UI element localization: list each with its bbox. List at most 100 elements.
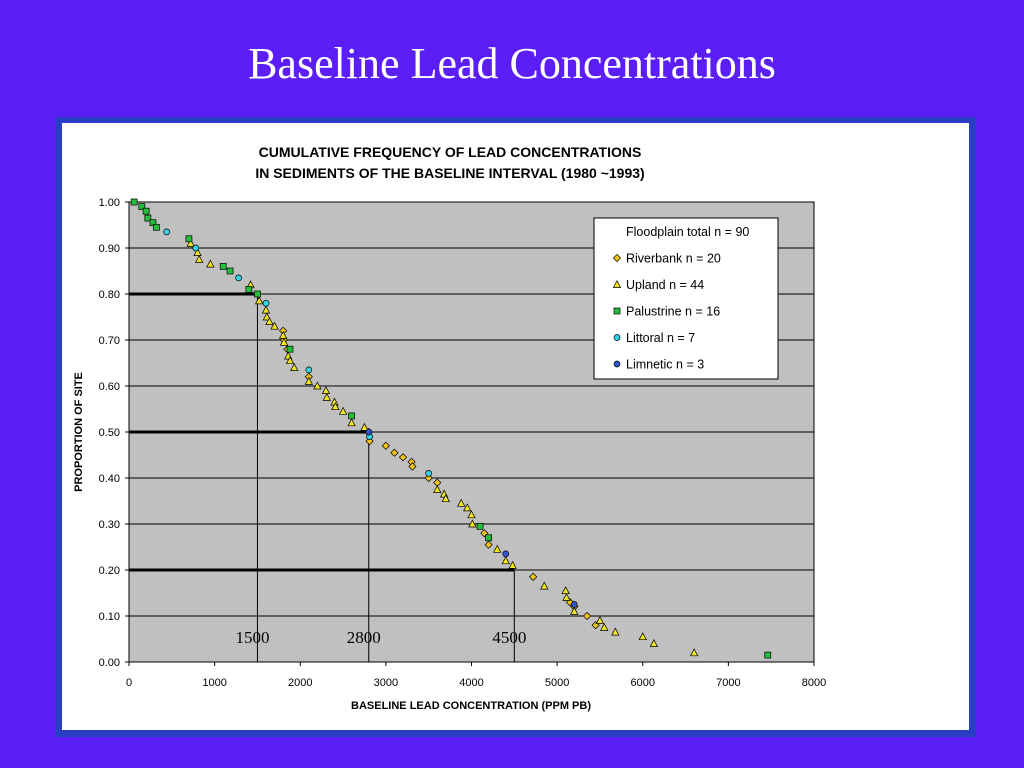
palustrine-data-point xyxy=(286,345,294,353)
upland-data-point xyxy=(347,418,356,427)
legend-label-limnetic: Limnetic n = 3 xyxy=(626,358,704,372)
riverbank-data-point xyxy=(591,621,600,630)
palustrine-data-point xyxy=(476,522,484,530)
upland-data-point xyxy=(195,254,204,263)
upland-data-point xyxy=(278,330,288,339)
littoral-data-point xyxy=(305,366,313,374)
slide-title: Baseline Lead Concentrations xyxy=(248,39,776,88)
riverbank-data-point xyxy=(529,572,538,581)
upland-data-point xyxy=(322,392,331,401)
legend-marker-upland xyxy=(612,279,622,288)
palustrine-data-point xyxy=(144,214,152,222)
upland-data-point xyxy=(600,622,609,631)
upland-data-point xyxy=(304,376,313,385)
palustrine-data-point xyxy=(254,290,261,298)
upland-data-point xyxy=(501,556,510,565)
x-tick-label: 7000 xyxy=(716,677,740,689)
upland-data-point xyxy=(206,259,215,268)
y-tick-label: 0.50 xyxy=(99,427,120,439)
palustrine-data-point xyxy=(226,267,234,275)
reference-value-label: 1500 xyxy=(235,628,269,647)
riverbank-data-point xyxy=(484,540,493,549)
upland-data-point xyxy=(313,381,322,390)
x-tick-label: 1000 xyxy=(202,677,226,689)
upland-data-point xyxy=(433,484,442,493)
palustrine-data-point xyxy=(130,198,138,206)
upland-data-point xyxy=(441,494,450,503)
upland-data-point xyxy=(689,648,699,657)
upland-data-point xyxy=(611,627,620,636)
upland-data-point xyxy=(457,498,466,507)
legend-marker-palustrine xyxy=(613,307,621,315)
legend-label-upland: Upland n = 44 xyxy=(626,278,704,292)
legend-marker-riverbank xyxy=(612,253,622,263)
upland-data-point xyxy=(638,632,647,641)
upland-data-point xyxy=(265,317,274,325)
x-tick-label: 2000 xyxy=(288,677,312,689)
reference-value-label: 4500 xyxy=(492,628,526,647)
legend-label-riverbank: Riverbank n = 20 xyxy=(626,252,721,266)
upland-data-point xyxy=(360,422,369,431)
upland-data-point xyxy=(270,321,279,330)
palustrine-data-point xyxy=(764,651,772,659)
palustrine-data-point xyxy=(348,412,355,420)
upland-data-point xyxy=(463,503,472,512)
riverbank-data-point xyxy=(398,453,408,462)
palustrine-data-point xyxy=(138,203,146,210)
upland-data-point xyxy=(285,356,295,365)
upland-data-point xyxy=(279,337,289,346)
chart-title-line-1: CUMULATIVE FREQUENCY OF LEAD CONCENTRATI… xyxy=(259,144,642,160)
littoral-data-point xyxy=(192,244,200,252)
upland-data-point xyxy=(321,386,331,394)
y-tick-label: 1.00 xyxy=(99,197,120,209)
palustrine-data-point xyxy=(219,263,227,270)
upland-data-point xyxy=(570,606,579,615)
x-tick-label: 8000 xyxy=(802,677,826,689)
reference-lines: 1500 2800 4500 xyxy=(129,292,526,662)
riverbank-data-point xyxy=(390,448,399,457)
x-axis-ticks: 0 1000 2000 3000 4000 5000 6000 7000 8000 xyxy=(126,662,826,689)
y-tick-label: 0.60 xyxy=(99,381,120,393)
x-tick-label: 0 xyxy=(126,677,132,689)
upland-data-point xyxy=(562,593,571,601)
upland-data-point xyxy=(508,560,517,569)
x-tick-label: 3000 xyxy=(374,677,398,689)
palustrine-data-point xyxy=(142,207,150,215)
y-tick-label: 0.30 xyxy=(99,519,120,531)
upland-data-point xyxy=(262,312,272,321)
y-axis-title: PROPORTION OF SITE xyxy=(73,372,85,492)
littoral-data-point xyxy=(425,470,433,477)
palustrine-data-point xyxy=(149,219,157,227)
upland-data-point xyxy=(468,519,477,528)
x-tick-label: 5000 xyxy=(545,677,569,689)
palustrine-data-point xyxy=(485,534,492,542)
upland-data-point xyxy=(186,238,195,247)
legend-box xyxy=(593,217,779,380)
riverbank-data-point xyxy=(365,437,374,446)
palustrine-data-point xyxy=(153,223,160,231)
upland-data-point xyxy=(467,510,476,519)
palustrine-data-point xyxy=(245,286,253,293)
x-axis-title: BASELINE LEAD CONCENTRATION (PPM PB) xyxy=(351,700,591,712)
upland-data-point xyxy=(540,581,549,590)
upland-data-point xyxy=(493,544,502,553)
legend-marker-limnetic xyxy=(613,360,621,368)
legend-label-littoral: Littoral n = 7 xyxy=(626,331,695,345)
upland-data-point xyxy=(595,616,605,624)
riverbank-data-point xyxy=(582,611,592,621)
y-axis-ticks: 0.00 0.10 0.20 0.30 0.40 0.50 0.60 0.70 0.80 0.90… xyxy=(99,197,129,669)
legend-label-palustrine: Palustrine n = 16 xyxy=(626,305,720,319)
y-tick-label: 0.70 xyxy=(99,335,120,347)
legend-header: Floodplain total n = 90 xyxy=(626,225,749,239)
data-points xyxy=(130,198,772,659)
upland-data-point xyxy=(290,363,299,371)
upland-data-point xyxy=(338,406,348,415)
limnetic-data-point xyxy=(365,428,373,436)
legend: Floodplain total n = 90 Riverbank n = 20… xyxy=(593,217,779,380)
chart-title-line-2: IN SEDIMENTS OF THE BASELINE INTERVAL (1… xyxy=(255,165,644,181)
limnetic-data-point xyxy=(570,601,578,608)
y-tick-label: 0.40 xyxy=(99,473,120,485)
y-tick-label: 0.00 xyxy=(99,657,120,669)
y-tick-label: 0.20 xyxy=(99,565,120,577)
